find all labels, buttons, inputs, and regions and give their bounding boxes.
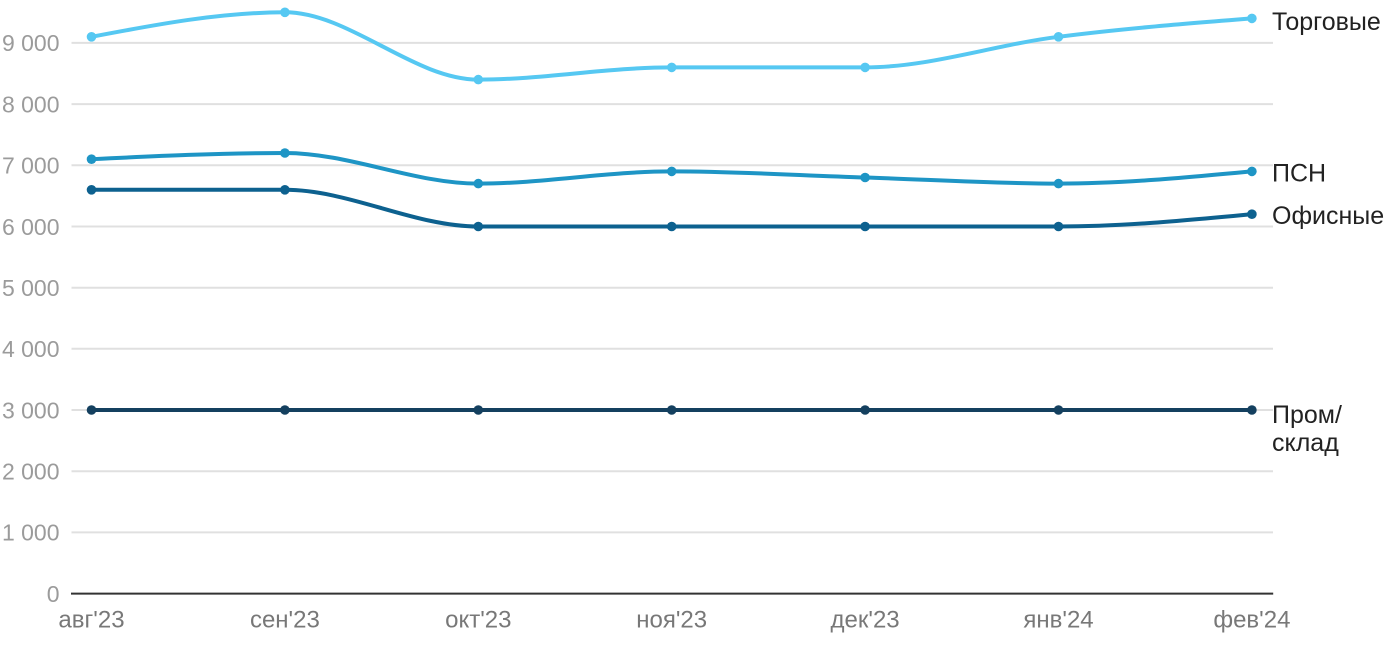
svg-text:3 000: 3 000 <box>2 397 60 423</box>
svg-text:фев'24: фев'24 <box>1213 607 1290 634</box>
svg-text:6 000: 6 000 <box>2 214 60 240</box>
svg-text:сен'23: сен'23 <box>250 607 320 634</box>
svg-text:7 000: 7 000 <box>2 153 60 179</box>
svg-text:склад: склад <box>1272 429 1339 457</box>
svg-text:Торговые: Торговые <box>1272 8 1381 36</box>
svg-text:Офисные: Офисные <box>1272 202 1384 230</box>
svg-text:5 000: 5 000 <box>2 275 60 301</box>
svg-text:дек'23: дек'23 <box>831 607 900 634</box>
svg-text:ноя'23: ноя'23 <box>636 607 707 634</box>
svg-text:2 000: 2 000 <box>2 459 60 485</box>
svg-text:ПСН: ПСН <box>1272 160 1326 188</box>
svg-text:авг'23: авг'23 <box>58 607 124 634</box>
svg-text:1 000: 1 000 <box>2 520 60 546</box>
svg-text:4 000: 4 000 <box>2 336 60 362</box>
svg-text:окт'23: окт'23 <box>445 607 511 634</box>
svg-text:янв'24: янв'24 <box>1023 607 1093 634</box>
svg-text:8 000: 8 000 <box>2 91 60 117</box>
svg-text:9 000: 9 000 <box>2 30 60 56</box>
svg-text:Пром/: Пром/ <box>1272 401 1342 429</box>
svg-text:0: 0 <box>47 581 60 607</box>
